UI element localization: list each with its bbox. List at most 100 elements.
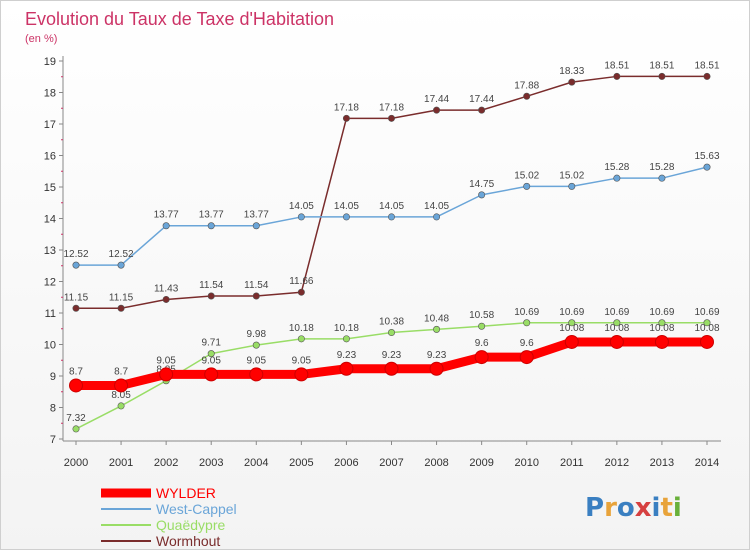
data-label: 9.23 (427, 350, 447, 361)
data-label: 10.69 (559, 307, 584, 318)
data-label: 13.77 (199, 210, 224, 221)
data-point (162, 295, 170, 303)
y-tick-label: 7 (50, 434, 56, 446)
x-tick-label: 2013 (650, 457, 674, 469)
data-label: 10.38 (379, 317, 404, 328)
data-point (654, 334, 669, 349)
data-point (342, 335, 350, 343)
data-label: 9.05 (247, 355, 267, 366)
logo-text: Proxiti (585, 493, 682, 523)
data-point (703, 163, 711, 171)
data-label: 7.32 (66, 413, 86, 424)
data-point (207, 292, 215, 300)
x-tick-label: 2008 (424, 457, 448, 469)
data-label: 11.54 (199, 280, 224, 291)
data-point (564, 334, 579, 349)
data-label: 10.69 (649, 307, 674, 318)
data-label: 9.05 (201, 355, 221, 366)
data-point (474, 350, 489, 365)
data-point (478, 322, 486, 330)
x-tick-label: 2014 (695, 457, 719, 469)
data-point (523, 92, 531, 100)
data-label: 9.6 (520, 338, 534, 349)
data-label: 15.28 (649, 162, 674, 173)
chart-title: Evolution du Taux de Taxe d'Habitation (25, 9, 334, 29)
data-point (429, 361, 444, 376)
data-point (658, 319, 666, 327)
data-point (700, 334, 714, 349)
data-point (613, 174, 621, 182)
data-label: 11.15 (109, 292, 134, 303)
data-label: 10.69 (694, 307, 719, 318)
data-point (387, 114, 395, 122)
data-point (703, 319, 711, 327)
y-tick-label: 13 (44, 245, 56, 257)
legend-label: West-Cappel (156, 501, 237, 517)
series-wormhout: 11.15 11.15 11.43 11.54 11.54 11.66 17.18 17.18… (64, 60, 720, 312)
data-label: 10.18 (334, 323, 359, 334)
data-label: 11.15 (64, 292, 89, 303)
data-point (478, 191, 486, 199)
proxiti-logo: Proxiti (585, 493, 682, 523)
axes: 7 8 9 10 11 12 13 14 15 16 17 18 19 2000 2001 2002 2003 2… (44, 56, 721, 469)
data-label: 13.77 (154, 210, 179, 221)
data-label: 10.08 (559, 323, 584, 334)
x-tick-label: 2012 (605, 457, 629, 469)
data-point (114, 378, 129, 393)
data-point (568, 319, 576, 327)
data-label: 14.05 (289, 201, 314, 212)
data-point (523, 182, 531, 190)
data-point (252, 341, 260, 349)
x-tick-label: 2005 (289, 457, 313, 469)
data-label: 13.77 (244, 210, 269, 221)
data-label: 9.23 (382, 350, 402, 361)
legend-label: Quaëdypre (156, 517, 225, 533)
data-point (519, 350, 534, 365)
data-label: 10.48 (424, 313, 449, 324)
data-label: 18.51 (649, 60, 674, 71)
data-label: 10.69 (514, 307, 539, 318)
data-label: 9.23 (337, 350, 357, 361)
data-label: 9.71 (201, 338, 221, 349)
data-point (613, 72, 621, 80)
data-label: 10.08 (694, 323, 719, 334)
data-point (387, 329, 395, 337)
data-label: 11.43 (154, 283, 179, 294)
data-point (117, 304, 125, 312)
data-point (658, 72, 666, 80)
data-label: 15.28 (604, 162, 629, 173)
data-label: 14.05 (379, 201, 404, 212)
data-point (159, 367, 174, 382)
data-point (433, 325, 441, 333)
data-label: 17.18 (379, 102, 404, 113)
data-label: 14.75 (469, 179, 494, 190)
y-tick-label: 17 (44, 119, 56, 131)
data-label: 9.05 (292, 355, 312, 366)
data-point (703, 72, 711, 80)
y-tick-label: 18 (44, 88, 56, 100)
data-point (72, 425, 80, 433)
data-point (252, 292, 260, 300)
data-label: 14.05 (334, 201, 359, 212)
data-point (433, 213, 441, 221)
data-label: 15.02 (559, 170, 584, 181)
y-tick-label: 10 (44, 340, 56, 352)
series-wylder: 8.7 8.7 9.05 9.05 9.05 9.05 9.23 9.23 9.23 9.6 9.6… (69, 323, 720, 393)
data-point (252, 222, 260, 230)
data-point (297, 288, 305, 296)
x-tick-label: 2009 (469, 457, 493, 469)
data-point (162, 222, 170, 230)
data-label: 9.98 (247, 329, 267, 340)
data-point (568, 182, 576, 190)
data-label: 17.88 (514, 80, 539, 91)
data-label: 18.51 (604, 60, 629, 71)
data-label: 10.08 (604, 323, 629, 334)
x-tick-label: 2000 (64, 457, 88, 469)
x-tick-label: 2010 (514, 457, 538, 469)
y-tick-label: 11 (45, 308, 56, 320)
chart-subtitle: (en %) (25, 33, 57, 45)
y-tick-label: 14 (44, 214, 56, 226)
